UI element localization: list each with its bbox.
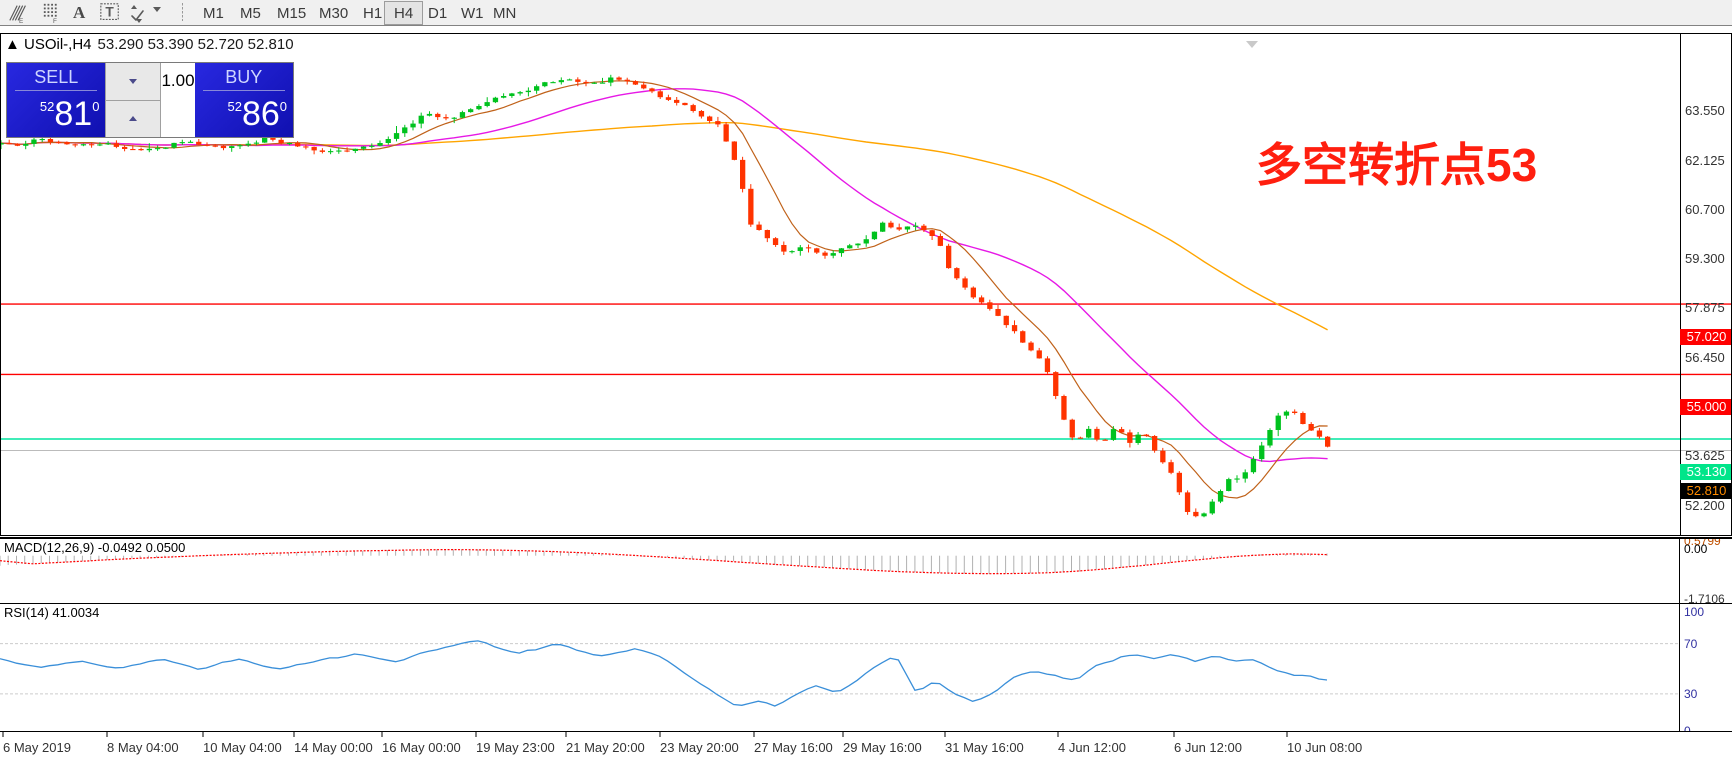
svg-text:F: F [53,18,57,24]
svg-text:E: E [19,18,23,24]
svg-text:T: T [105,5,114,20]
